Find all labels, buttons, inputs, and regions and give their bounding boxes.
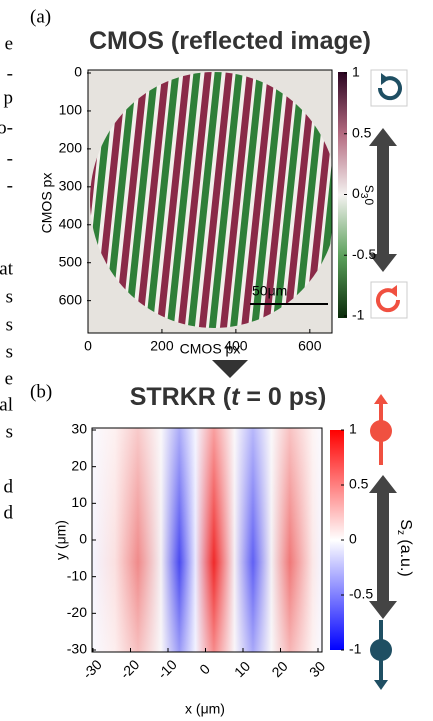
margin-text: o- <box>0 117 13 138</box>
colorbar-tick-label: 0 <box>352 185 360 201</box>
x-tick-label: 0 <box>196 661 213 678</box>
margin-text: - <box>7 148 13 169</box>
frame <box>87 69 333 334</box>
y-tick-label: 30 <box>71 421 87 437</box>
double-arrow <box>369 128 397 272</box>
margin-text: s <box>6 341 13 362</box>
margin-text: s <box>6 314 13 335</box>
x-tick-label: 400 <box>224 338 248 354</box>
x-tick-label: 200 <box>150 338 174 354</box>
y-tick-label: 500 <box>59 253 83 269</box>
y-tick-label: -10 <box>67 567 87 583</box>
spin-down-icon <box>370 620 392 690</box>
margin-text: - <box>7 63 13 84</box>
rotate-icon <box>370 281 408 319</box>
double-arrow <box>369 475 397 619</box>
colorbar <box>338 72 347 318</box>
spin-up-icon <box>370 394 392 465</box>
y-tick-label: 0 <box>74 64 82 80</box>
title-part: STRKR ( <box>130 383 232 411</box>
colorbar-tick-label: 1 <box>352 64 360 80</box>
y-axis-label: CMOS px <box>39 173 55 234</box>
colorbar-tick-label: -1 <box>352 307 365 323</box>
colorbar-label-part: (a.u.) <box>397 535 414 577</box>
y-tick-label: -30 <box>67 641 87 657</box>
title-part: CMOS (reflected image) <box>89 27 371 55</box>
x-tick-label: -30 <box>79 656 105 682</box>
x-tick-label: 20 <box>268 658 290 680</box>
y-tick-label: 0 <box>79 531 87 547</box>
colorbar-label: Sz (a.u.) <box>395 519 413 576</box>
margin-text: d <box>4 476 14 497</box>
colorbar-label-part: 0 <box>362 198 376 205</box>
x-axis-label: CMOS px <box>180 341 241 357</box>
x-tick-label: -10 <box>154 656 180 682</box>
colorbar-label-part: S <box>397 519 414 530</box>
x-tick-label: 600 <box>298 338 322 354</box>
y-tick-label: 100 <box>59 102 83 118</box>
y-tick-label: 20 <box>71 457 87 473</box>
chart-title: CMOS (reflected image) <box>89 27 371 55</box>
y-tick-label: -20 <box>67 604 87 620</box>
y-tick-label: 600 <box>59 291 83 307</box>
colorbar-tick-label: 0.5 <box>352 124 372 140</box>
margin-text: s <box>6 286 13 307</box>
colorbar-tick-label: 1 <box>349 421 357 437</box>
panel-label: (a) <box>30 6 51 27</box>
colorbar-tick-label: 0.5 <box>349 476 369 492</box>
margin-text: e <box>5 368 13 389</box>
colorbar-tick-label: -1 <box>349 641 362 657</box>
strkr-map-shade <box>92 428 322 652</box>
title-part: = 0 ps) <box>239 383 326 411</box>
x-tick-label: 10 <box>231 658 253 680</box>
interference-image <box>90 72 332 328</box>
y-tick-label: 200 <box>59 140 83 156</box>
chart-title: STRKR (t = 0 ps) <box>130 383 327 411</box>
colorbar <box>330 430 344 650</box>
panel-label: (b) <box>30 381 52 402</box>
colorbar-label-part: z <box>395 530 406 535</box>
y-tick-label: 10 <box>71 494 87 510</box>
margin-text: at <box>0 258 14 279</box>
y-tick-label: 400 <box>59 215 83 231</box>
x-axis-label: x (μm) <box>185 701 225 717</box>
margin-text: p <box>4 87 14 108</box>
margin-text: s <box>6 421 13 442</box>
x-tick-label: -20 <box>117 656 143 682</box>
colorbar-label: S30 <box>358 185 375 206</box>
colorbar-tick-label: -0.5 <box>349 586 373 602</box>
colorbar-label-part: 3 <box>358 193 369 199</box>
colorbar-tick-label: -0.5 <box>352 246 376 262</box>
rotate-icon <box>370 69 408 107</box>
margin-text: al <box>0 394 13 415</box>
margin-text: d <box>4 502 14 523</box>
colorbar-tick-label: 0 <box>349 531 357 547</box>
y-axis-label: y (μm) <box>53 520 69 560</box>
y-tick-label: 300 <box>59 178 83 194</box>
margin-text: - <box>7 175 13 196</box>
title-part: t <box>231 383 241 411</box>
x-tick-label: 30 <box>306 658 328 680</box>
margin-text: e <box>5 33 13 54</box>
down-arrow <box>212 360 248 378</box>
scale-bar-label: 50μm <box>252 283 287 299</box>
colorbar-label-part: S <box>362 185 376 193</box>
x-tick-label: 0 <box>84 338 92 354</box>
